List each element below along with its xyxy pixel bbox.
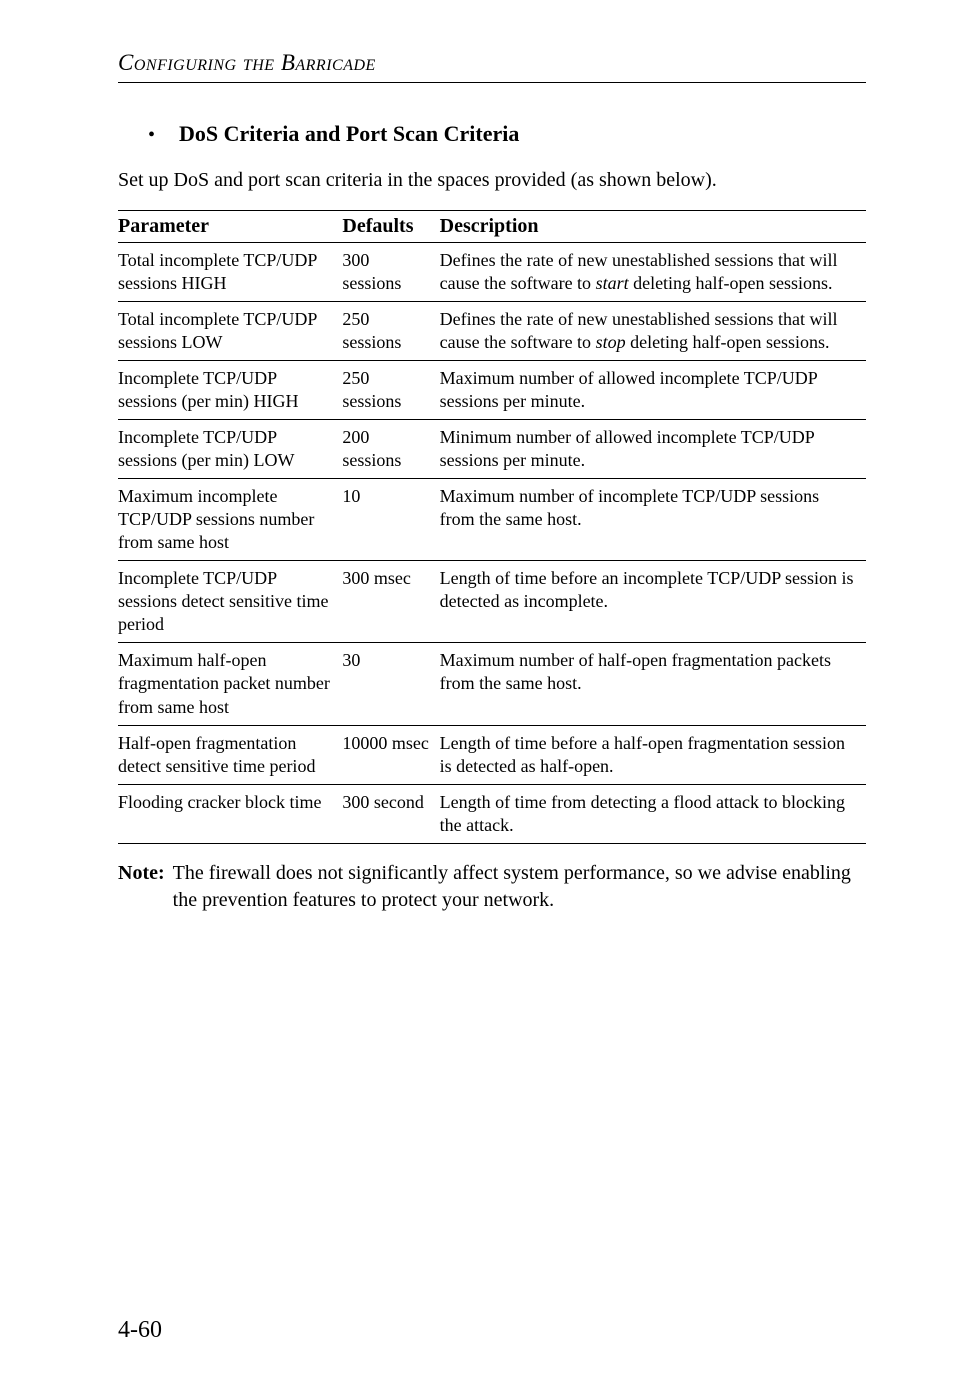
table-row: Half-open fragmentation detect sensitive…: [118, 725, 866, 784]
bullet-icon: •: [148, 125, 155, 145]
running-head: Configuring the Barricade: [118, 50, 866, 76]
page: Configuring the Barricade • DoS Criteria…: [0, 0, 954, 1388]
table-row: Total incomplete TCP/UDP sessions LOW250…: [118, 302, 866, 361]
cell-defaults: 10000 msec: [342, 725, 439, 784]
cell-description: Defines the rate of new unestablished se…: [440, 302, 866, 361]
cell-defaults: 300 second: [342, 784, 439, 843]
emphasis: start: [596, 273, 629, 293]
cell-parameter: Maximum incomplete TCP/UDP sessions numb…: [118, 479, 342, 561]
table-row: Total incomplete TCP/UDP sessions HIGH30…: [118, 243, 866, 302]
cell-parameter: Maximum half-open fragmentation packet n…: [118, 643, 342, 725]
cell-description: Length of time from detecting a flood at…: [440, 784, 866, 843]
table-row: Incomplete TCP/UDP sessions (per min) LO…: [118, 420, 866, 479]
cell-description: Length of time before a half-open fragme…: [440, 725, 866, 784]
table-row: Flooding cracker block time300 secondLen…: [118, 784, 866, 843]
head-rule: [118, 82, 866, 83]
cell-defaults: 250 sessions: [342, 302, 439, 361]
cell-defaults: 300 sessions: [342, 243, 439, 302]
table-row: Maximum incomplete TCP/UDP sessions numb…: [118, 479, 866, 561]
cell-description: Minimum number of allowed incomplete TCP…: [440, 420, 866, 479]
cell-parameter: Flooding cracker block time: [118, 784, 342, 843]
table-row: Maximum half-open fragmentation packet n…: [118, 643, 866, 725]
cell-description: Maximum number of allowed incomplete TCP…: [440, 361, 866, 420]
cell-parameter: Total incomplete TCP/UDP sessions LOW: [118, 302, 342, 361]
cell-parameter: Incomplete TCP/UDP sessions (per min) LO…: [118, 420, 342, 479]
cell-parameter: Total incomplete TCP/UDP sessions HIGH: [118, 243, 342, 302]
table-row: Incomplete TCP/UDP sessions detect sensi…: [118, 561, 866, 643]
cell-description: Maximum number of half-open fragmentatio…: [440, 643, 866, 725]
note-label: Note:: [118, 860, 165, 915]
cell-description: Maximum number of incomplete TCP/UDP ses…: [440, 479, 866, 561]
note-block: Note: The firewall does not significantl…: [118, 860, 866, 915]
cell-defaults: 250 sessions: [342, 361, 439, 420]
col-header-description: Description: [440, 211, 866, 243]
table-header-row: Parameter Defaults Description: [118, 211, 866, 243]
params-table: Parameter Defaults Description Total inc…: [118, 210, 866, 844]
cell-description: Defines the rate of new unestablished se…: [440, 243, 866, 302]
section-title-line: • DoS Criteria and Port Scan Criteria: [118, 121, 866, 147]
section-intro: Set up DoS and port scan criteria in the…: [118, 169, 866, 192]
col-header-parameter: Parameter: [118, 211, 342, 243]
emphasis: stop: [596, 332, 626, 352]
table-row: Incomplete TCP/UDP sessions (per min) HI…: [118, 361, 866, 420]
table-body: Total incomplete TCP/UDP sessions HIGH30…: [118, 243, 866, 844]
cell-parameter: Half-open fragmentation detect sensitive…: [118, 725, 342, 784]
col-header-defaults: Defaults: [342, 211, 439, 243]
cell-description: Length of time before an incomplete TCP/…: [440, 561, 866, 643]
section-title: DoS Criteria and Port Scan Criteria: [179, 121, 519, 147]
page-number: 4-60: [118, 1317, 162, 1344]
cell-parameter: Incomplete TCP/UDP sessions detect sensi…: [118, 561, 342, 643]
note-text: The firewall does not significantly affe…: [173, 860, 866, 915]
cell-defaults: 30: [342, 643, 439, 725]
cell-defaults: 200 sessions: [342, 420, 439, 479]
cell-defaults: 300 msec: [342, 561, 439, 643]
cell-parameter: Incomplete TCP/UDP sessions (per min) HI…: [118, 361, 342, 420]
cell-defaults: 10: [342, 479, 439, 561]
